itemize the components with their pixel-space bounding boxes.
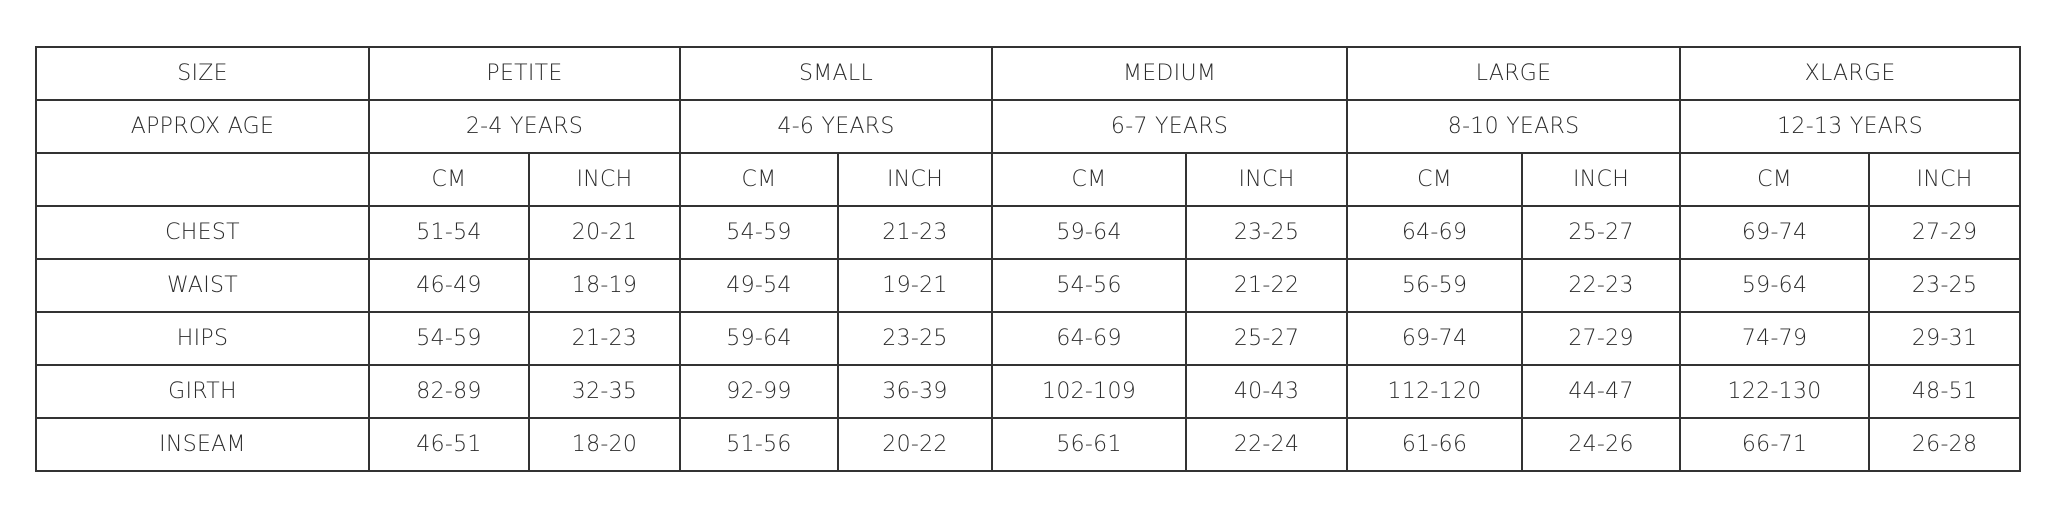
measure-cell: 25-27 — [1521, 205, 1682, 260]
row-label: GIRTH — [35, 364, 370, 419]
measure-cell: 46-49 — [368, 258, 530, 313]
measure-cell: 19-21 — [837, 258, 994, 313]
row-label: CHEST — [35, 205, 370, 260]
row-label: INSEAM — [35, 417, 370, 472]
measure-cell: 46-51 — [368, 417, 530, 472]
measure-cell: 92-99 — [679, 364, 840, 419]
measure-cell: 40-43 — [1185, 364, 1349, 419]
unit-cell: CM — [1679, 152, 1871, 207]
size-header: XLARGE — [1679, 46, 2022, 101]
measure-cell: 20-21 — [527, 205, 682, 260]
measure-cell: 25-27 — [1185, 311, 1349, 366]
measure-cell: 54-56 — [991, 258, 1188, 313]
measure-cell: 26-28 — [1868, 417, 2022, 472]
measure-cell: 20-22 — [837, 417, 994, 472]
measurement-row: HIPS 54-59 21-23 59-64 23-25 64-69 25-27 69-74 2… — [35, 311, 2022, 366]
measure-cell: 23-25 — [837, 311, 994, 366]
size-header: SMALL — [679, 46, 994, 101]
measure-cell: 74-79 — [1679, 311, 1871, 366]
row-label: APPROX AGE — [35, 99, 370, 154]
measure-cell: 64-69 — [991, 311, 1188, 366]
measure-cell: 51-54 — [368, 205, 530, 260]
age-cell: 12-13 YEARS — [1679, 99, 2022, 154]
measure-cell: 36-39 — [837, 364, 994, 419]
measure-cell: 49-54 — [679, 258, 840, 313]
measure-cell: 22-23 — [1521, 258, 1682, 313]
age-cell: 4-6 YEARS — [679, 99, 994, 154]
measure-cell: 18-19 — [527, 258, 682, 313]
measure-cell: 56-61 — [991, 417, 1188, 472]
size-header: LARGE — [1346, 46, 1682, 101]
measure-cell: 44-47 — [1521, 364, 1682, 419]
measure-cell: 21-23 — [527, 311, 682, 366]
unit-cell: CM — [679, 152, 840, 207]
age-row: APPROX AGE 2-4 YEARS 4-6 YEARS 6-7 YEARS 8-1… — [35, 99, 2022, 154]
row-label: WAIST — [35, 258, 370, 313]
measurement-row: CHEST 51-54 20-21 54-59 21-23 59-64 23-25 64-69… — [35, 205, 2022, 260]
measure-cell: 48-51 — [1868, 364, 2022, 419]
measure-cell: 54-59 — [368, 311, 530, 366]
measure-cell: 32-35 — [527, 364, 682, 419]
measure-cell: 112-120 — [1346, 364, 1524, 419]
measure-cell: 23-25 — [1868, 258, 2022, 313]
unit-cell: CM — [991, 152, 1188, 207]
unit-cell: INCH — [1868, 152, 2022, 207]
measure-cell: 24-26 — [1521, 417, 1682, 472]
measurement-row: GIRTH 82-89 32-35 92-99 36-39 102-109 40-43 112… — [35, 364, 2022, 419]
measure-cell: 64-69 — [1346, 205, 1524, 260]
unit-row: CM INCH CM INCH CM INCH CM INCH CM INCH — [35, 152, 2022, 207]
measure-cell: 66-71 — [1679, 417, 1871, 472]
measure-cell: 21-23 — [837, 205, 994, 260]
measure-cell: 21-22 — [1185, 258, 1349, 313]
measure-cell: 102-109 — [991, 364, 1188, 419]
measure-cell: 59-64 — [679, 311, 840, 366]
measure-cell: 27-29 — [1868, 205, 2022, 260]
measure-cell: 18-20 — [527, 417, 682, 472]
unit-cell: INCH — [837, 152, 994, 207]
measure-cell: 82-89 — [368, 364, 530, 419]
unit-cell: INCH — [527, 152, 682, 207]
measure-cell: 54-59 — [679, 205, 840, 260]
unit-cell: INCH — [1185, 152, 1349, 207]
age-cell: 6-7 YEARS — [991, 99, 1349, 154]
empty-cell — [35, 152, 370, 207]
size-chart-table: SIZE PETITE SMALL MEDIUM LARGE XLARGE APPROX A… — [35, 46, 2022, 472]
measure-cell: 22-24 — [1185, 417, 1349, 472]
measure-cell: 23-25 — [1185, 205, 1349, 260]
measure-cell: 59-64 — [991, 205, 1188, 260]
size-header: MEDIUM — [991, 46, 1349, 101]
measure-cell: 51-56 — [679, 417, 840, 472]
measure-cell: 56-59 — [1346, 258, 1524, 313]
measure-cell: 61-66 — [1346, 417, 1524, 472]
unit-cell: CM — [368, 152, 530, 207]
age-cell: 2-4 YEARS — [367, 99, 682, 154]
unit-cell: INCH — [1521, 152, 1682, 207]
table-body: SIZE PETITE SMALL MEDIUM LARGE XLARGE APPROX A… — [35, 46, 2022, 472]
row-label: SIZE — [35, 46, 370, 101]
header-row: SIZE PETITE SMALL MEDIUM LARGE XLARGE — [35, 46, 2022, 101]
unit-cell: CM — [1346, 152, 1524, 207]
measure-cell: 69-74 — [1679, 205, 1871, 260]
measure-cell: 122-130 — [1679, 364, 1871, 419]
measure-cell: 59-64 — [1679, 258, 1871, 313]
measure-cell: 27-29 — [1521, 311, 1682, 366]
age-cell: 8-10 YEARS — [1346, 99, 1682, 154]
size-header: PETITE — [367, 46, 682, 101]
measurement-row: INSEAM 46-51 18-20 51-56 20-22 56-61 22-24 61-6… — [35, 417, 2022, 472]
measure-cell: 29-31 — [1868, 311, 2022, 366]
measurement-row: WAIST 46-49 18-19 49-54 19-21 54-56 21-22 56-59… — [35, 258, 2022, 313]
row-label: HIPS — [35, 311, 370, 366]
measure-cell: 69-74 — [1346, 311, 1524, 366]
